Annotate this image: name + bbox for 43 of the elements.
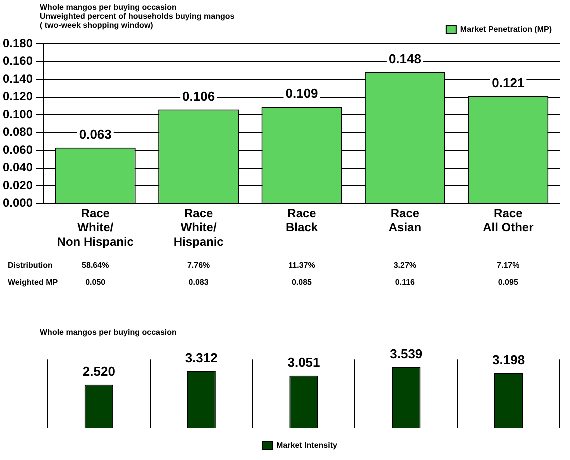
text: 7.76% bbox=[187, 261, 210, 270]
data-label: 3.198 bbox=[492, 352, 526, 368]
y-tick-label: 0.040 bbox=[3, 160, 34, 175]
y-tick-label: 0.020 bbox=[3, 178, 34, 192]
text: 7.17% bbox=[497, 261, 520, 270]
x-tick-label: Race Black bbox=[286, 206, 318, 235]
data-label: 0.148 bbox=[388, 51, 422, 66]
legend-label: Market Penetration (MP) bbox=[460, 25, 552, 34]
text: 3.27% bbox=[394, 261, 417, 270]
chart-title: Unweighted percent of households buying mangos bbox=[40, 12, 235, 21]
x-tick-label: Race White/ Hispanic bbox=[174, 206, 224, 250]
data-label: 3.539 bbox=[390, 346, 423, 362]
y-tick-label: 0.160 bbox=[3, 54, 34, 68]
data-label: 3.051 bbox=[288, 354, 320, 370]
text: Distribution bbox=[8, 261, 53, 270]
y-tick-label: 0.080 bbox=[3, 125, 34, 140]
x-tick-label: Race White/ Non Hispanic bbox=[57, 206, 134, 250]
text: Weighted MP bbox=[8, 278, 58, 287]
text: Whole mangos per buying occasion bbox=[40, 3, 177, 12]
y-tick-label: 0.120 bbox=[3, 90, 34, 104]
text: 11.37% bbox=[288, 261, 316, 270]
chart-subtitle: ( two-week shopping window) bbox=[40, 21, 154, 30]
x-tick-label: Race Asian bbox=[388, 206, 422, 235]
text: 0.116 bbox=[395, 278, 415, 287]
data-label: 0.063 bbox=[79, 126, 112, 142]
text: 0.083 bbox=[188, 278, 209, 287]
data-label: 2.520 bbox=[82, 364, 116, 379]
data-label: 0.121 bbox=[492, 75, 525, 90]
y-tick-label: 0.140 bbox=[3, 72, 34, 86]
data-label: 3.312 bbox=[185, 350, 218, 366]
chart-title: Whole mangos per buying occasion bbox=[40, 328, 178, 338]
text: 0.050 bbox=[86, 278, 106, 287]
data-label: 0.106 bbox=[182, 88, 216, 104]
x-tick-label: Race All Other bbox=[483, 206, 534, 235]
y-tick-label: 0.060 bbox=[3, 142, 34, 157]
text: 58.64% bbox=[82, 261, 110, 270]
y-tick-label: 0.100 bbox=[3, 107, 34, 122]
y-tick-label: 0.000 bbox=[3, 196, 34, 210]
y-tick-label: 0.180 bbox=[3, 36, 34, 50]
text: 0.085 bbox=[292, 278, 312, 287]
text: 0.095 bbox=[498, 278, 518, 287]
legend-label: Market Intensity bbox=[276, 441, 338, 450]
data-label: 0.109 bbox=[286, 86, 318, 102]
